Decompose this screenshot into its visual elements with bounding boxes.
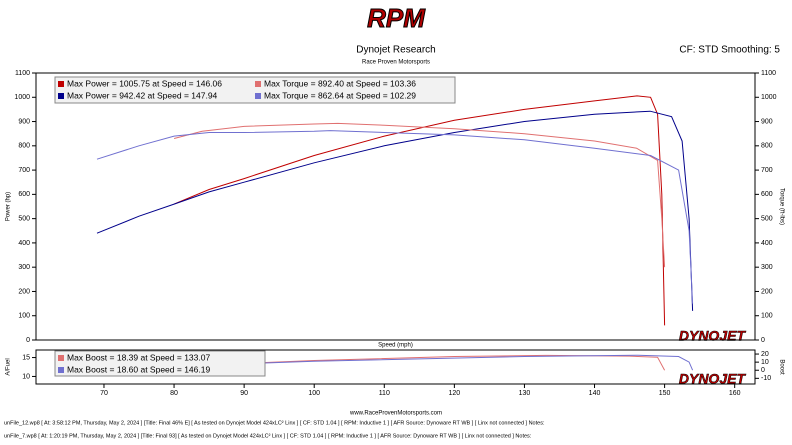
- y-tick-label: 10: [22, 373, 30, 380]
- series-line: [96, 354, 694, 371]
- legend-swatch: [58, 93, 64, 99]
- legend-label: Max Power = 942.42 at Speed = 147.94: [67, 90, 218, 100]
- chart-subtitle: Race Proven Motorsports: [362, 60, 430, 66]
- legend-swatch: [255, 81, 261, 87]
- y-tick-label: 15: [22, 354, 30, 361]
- x-tick-label: 70: [100, 390, 108, 397]
- logo: RPM: [367, 3, 426, 33]
- y-tick-label: 800: [18, 143, 30, 150]
- y2-tick-label: 1100: [761, 70, 776, 77]
- series-line: [174, 354, 666, 371]
- y2-tick-label: 200: [761, 288, 773, 295]
- series-line: [173, 95, 666, 326]
- y-axis-label: A/Fuel: [6, 358, 12, 375]
- y-tick-label: 700: [18, 167, 30, 174]
- y-tick-label: 100: [18, 313, 30, 320]
- y-tick-label: 600: [18, 191, 30, 198]
- x-tick-label: 120: [449, 390, 461, 397]
- y2-tick-label: 0: [761, 337, 765, 344]
- y2-tick-label: 400: [761, 240, 773, 247]
- series-line: [173, 122, 666, 268]
- series-line: [96, 130, 694, 304]
- y2-tick-label: 10: [761, 359, 769, 366]
- x-tick-label: 80: [170, 390, 178, 397]
- y2-tick-label: 0: [761, 367, 765, 374]
- legend-label: Max Boost = 18.60 at Speed = 146.19: [67, 364, 210, 374]
- x-axis-label: Speed (mph): [378, 343, 413, 349]
- settings: CF: STD Smoothing: 5: [679, 45, 780, 56]
- x-tick-label: 150: [659, 390, 671, 397]
- y-tick-label: 1000: [14, 94, 30, 101]
- legend-swatch: [255, 93, 261, 99]
- x-tick-label: 130: [519, 390, 531, 397]
- y-tick-label: 200: [18, 288, 30, 295]
- x-tick-label: 140: [589, 390, 601, 397]
- x-tick-label: 90: [240, 390, 248, 397]
- y2-axis-label: Torque (ft-lbs): [778, 188, 784, 225]
- run-info: unFile_12.wp8 [ At: 3:58:12 PM, Thursday…: [4, 420, 545, 426]
- y-tick-label: 300: [18, 264, 30, 271]
- series-line: [96, 110, 694, 311]
- y-tick-label: 400: [18, 240, 30, 247]
- legend-label: Max Boost = 18.39 at Speed = 133.07: [67, 352, 210, 362]
- y-tick-label: 900: [18, 118, 30, 125]
- legend-label: Max Torque = 862.64 at Speed = 102.29: [264, 90, 416, 100]
- y2-tick-label: 900: [761, 118, 773, 125]
- y2-tick-label: -10: [761, 375, 771, 382]
- y2-tick-label: 100: [761, 313, 773, 320]
- legend-box: [54, 350, 266, 377]
- legend-swatch: [58, 81, 64, 87]
- legend-swatch: [58, 355, 64, 361]
- chart-title: Dynojet Research: [356, 45, 435, 56]
- y2-tick-label: 300: [761, 264, 773, 271]
- website: www.RaceProvenMotorsports.com: [349, 411, 442, 417]
- x-tick-label: 160: [729, 390, 741, 397]
- y-axis-label: Power (hp): [6, 192, 12, 221]
- y2-tick-label: 600: [761, 191, 773, 198]
- y2-axis-label: Boost: [778, 359, 784, 375]
- y2-tick-label: 20: [761, 351, 769, 358]
- y2-tick-label: 800: [761, 143, 773, 150]
- y2-tick-label: 1000: [761, 94, 777, 101]
- y-tick-label: 0: [26, 337, 30, 344]
- run-info: unFile_7.wp8 [ At: 1:20:19 PM, Thursday,…: [4, 433, 532, 439]
- y-tick-label: 1100: [15, 70, 30, 77]
- legend-label: Max Power = 1005.75 at Speed = 146.06: [67, 78, 222, 88]
- x-tick-label: 100: [308, 390, 320, 397]
- x-tick-label: 110: [379, 390, 390, 397]
- y-tick-label: 500: [18, 215, 30, 222]
- plot-area: [35, 72, 756, 341]
- y2-tick-label: 700: [761, 167, 773, 174]
- legend-swatch: [58, 367, 64, 373]
- legend-label: Max Torque = 892.40 at Speed = 103.36: [264, 78, 416, 88]
- y2-tick-label: 500: [761, 215, 773, 222]
- plot-area: [35, 349, 756, 385]
- watermark: DYNOJET: [679, 371, 747, 387]
- watermark: DYNOJET: [679, 328, 747, 344]
